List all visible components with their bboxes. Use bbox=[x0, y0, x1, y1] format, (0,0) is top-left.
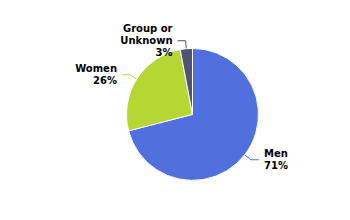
svg-text:Unknown: Unknown bbox=[120, 35, 172, 46]
svg-text:26%: 26% bbox=[93, 75, 117, 86]
svg-text:71%: 71% bbox=[264, 160, 288, 171]
svg-text:Group or: Group or bbox=[123, 23, 173, 34]
svg-text:Women: Women bbox=[75, 63, 117, 74]
svg-text:Men: Men bbox=[264, 148, 288, 159]
svg-text:3%: 3% bbox=[156, 47, 173, 58]
